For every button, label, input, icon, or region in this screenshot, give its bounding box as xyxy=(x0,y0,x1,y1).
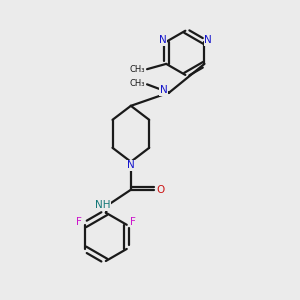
Text: F: F xyxy=(130,217,136,227)
Text: N: N xyxy=(160,85,168,95)
Text: N: N xyxy=(158,35,166,45)
Text: CH₃: CH₃ xyxy=(130,79,146,88)
Text: CH₃: CH₃ xyxy=(130,65,146,74)
Text: F: F xyxy=(76,217,81,227)
Text: O: O xyxy=(156,185,164,195)
Text: NH: NH xyxy=(94,200,110,210)
Text: N: N xyxy=(204,35,212,45)
Text: N: N xyxy=(127,160,135,170)
